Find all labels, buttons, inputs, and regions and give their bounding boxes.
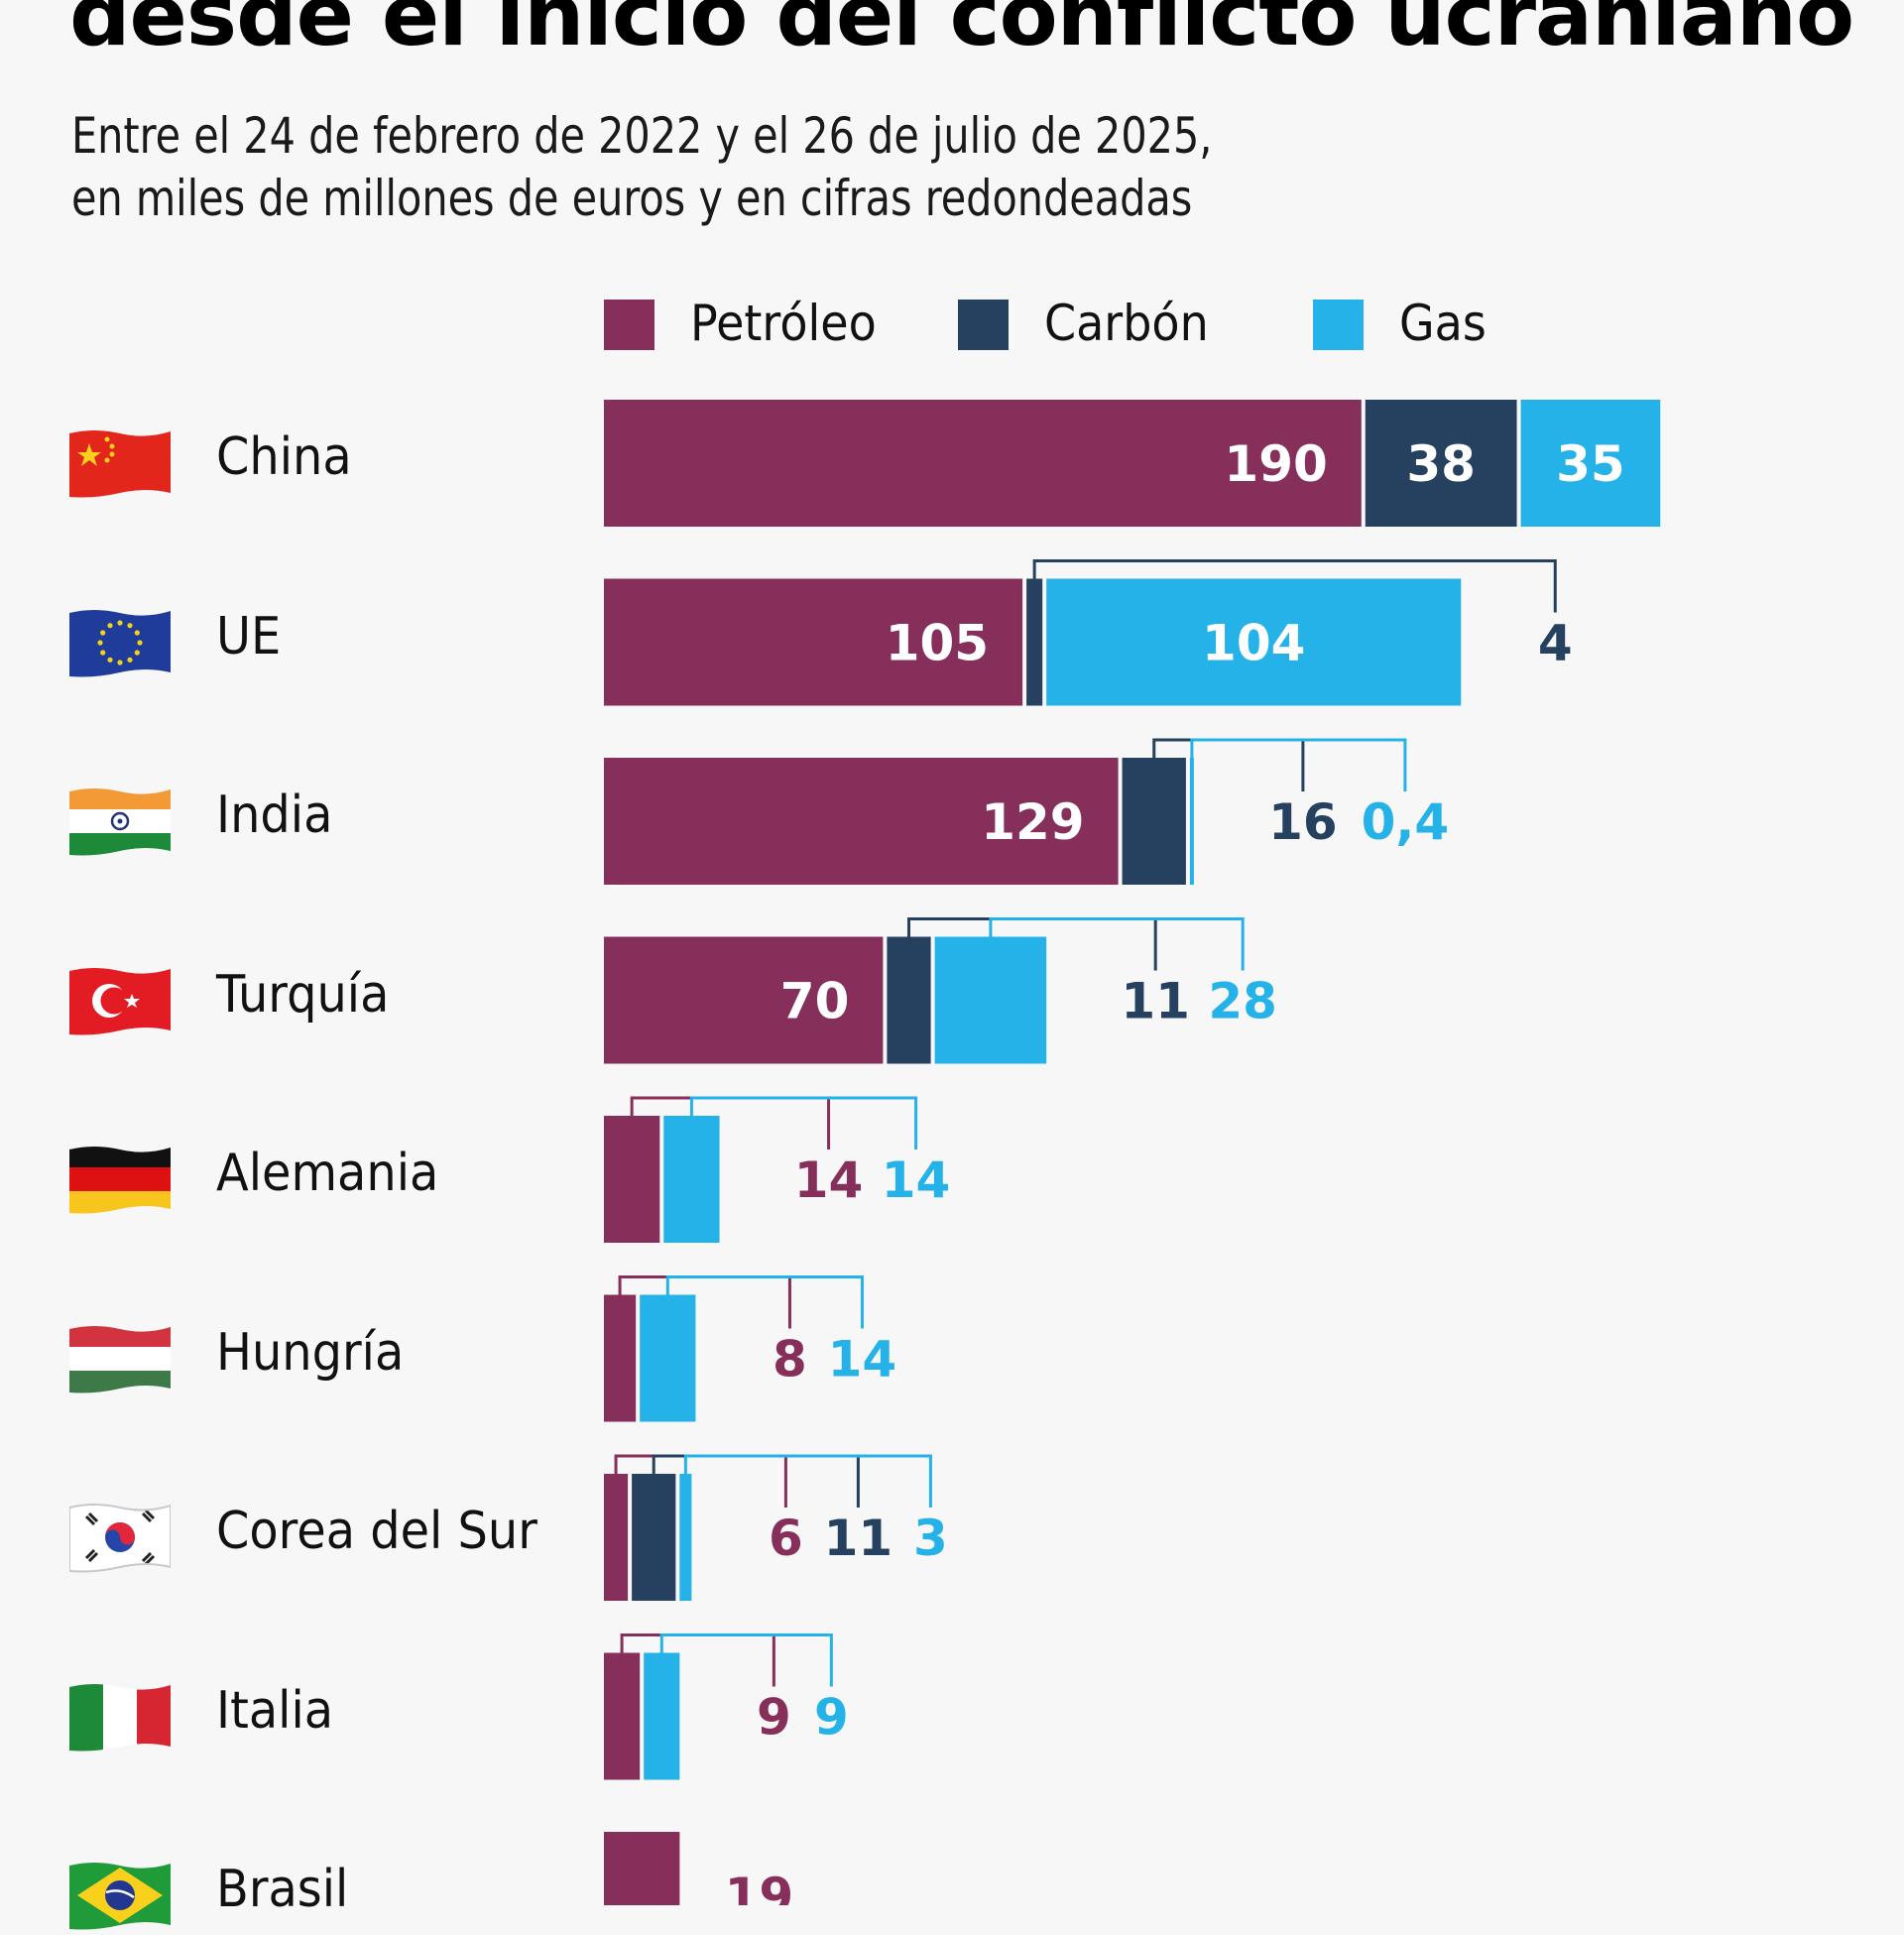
- category-label-corea-del-sur: Corea del Sur: [216, 1502, 537, 1561]
- legend-swatch-coal: [958, 300, 1009, 350]
- value-label-turqu-a-coal: 11: [1121, 973, 1190, 1030]
- flag-italy-icon: [69, 1681, 171, 1753]
- bar-alemania-gas: [663, 1116, 720, 1243]
- value-label-corea-del-sur-coal: 11: [824, 1510, 893, 1567]
- value-label-hungr-a-oil: 8: [773, 1331, 807, 1389]
- bar-ue-gas: [1046, 578, 1462, 706]
- value-label-ue-gas: 104: [1202, 615, 1305, 672]
- value-label-alemania-gas: 14: [882, 1151, 951, 1209]
- leader-line-alemania-gas: [689, 1096, 918, 1149]
- value-label-corea-del-sur-oil: 6: [769, 1510, 803, 1567]
- leader-line-turqu-a-gas: [989, 917, 1245, 971]
- flag-germany-icon: [69, 1144, 171, 1215]
- bar-india-oil: [604, 758, 1119, 885]
- value-label-hungr-a-gas: 14: [828, 1331, 897, 1389]
- chart-title: desde el inicio del conflicto ucraniano: [69, 0, 1854, 65]
- category-label-turqu-a: Turquía: [216, 964, 390, 1025]
- value-label-turqu-a-oil: 70: [780, 973, 850, 1030]
- legend-label-gas: Gas: [1399, 295, 1487, 352]
- value-label-india-gas: 0,4: [1362, 793, 1450, 851]
- flag-india-icon: [69, 786, 171, 857]
- bar-corea-del-sur-gas: [679, 1474, 692, 1601]
- bar-india-coal: [1122, 758, 1186, 885]
- bar-china-oil: [604, 400, 1362, 527]
- bar-alemania-oil: [604, 1116, 660, 1243]
- value-label-india-coal: 16: [1268, 793, 1338, 851]
- value-label-turqu-a-gas: 28: [1208, 973, 1277, 1030]
- bar-hungr-a-oil: [604, 1294, 637, 1422]
- bar-hungr-a-gas: [640, 1294, 696, 1422]
- bar-india-gas: [1189, 758, 1194, 885]
- chart-subtitle: Entre el 24 de febrero de 2022 y el 26 d…: [71, 105, 1212, 230]
- value-label-india-oil: 129: [981, 793, 1084, 851]
- value-label-corea-del-sur-gas: 3: [913, 1510, 948, 1567]
- value-label-italia-gas: 9: [814, 1689, 849, 1747]
- category-label-hungr-a: Hungría: [216, 1322, 405, 1383]
- subtitle-line-2: en miles de millones de euros y en cifra…: [71, 170, 1193, 227]
- bar-corea-del-sur-oil: [604, 1474, 629, 1601]
- bar-china-gas: [1520, 400, 1661, 527]
- category-label-italia: Italia: [216, 1680, 334, 1741]
- leader-line-ue-coal: [1032, 559, 1557, 613]
- legend-swatch-oil: [604, 300, 654, 350]
- bar-corea-del-sur-coal: [632, 1474, 676, 1601]
- flag-turkey-icon: [69, 965, 171, 1036]
- flag-south-korea-icon: [68, 1502, 172, 1573]
- bar-turqu-a-coal: [887, 936, 931, 1064]
- bar-ue-coal: [1026, 578, 1043, 706]
- flag-eu-icon: [69, 607, 171, 678]
- bar-china-coal: [1365, 400, 1517, 527]
- legend-label-coal: Carbón: [1044, 295, 1209, 352]
- value-label-china-gas: 35: [1556, 435, 1625, 493]
- flag-china-icon: [69, 427, 171, 499]
- leader-line-hungr-a-gas: [665, 1275, 864, 1329]
- leader-line-corea-del-sur-gas: [683, 1454, 932, 1508]
- category-label-india: India: [216, 786, 333, 845]
- bar-ue-oil: [604, 578, 1023, 706]
- subtitle-line-1: Entre el 24 de febrero de 2022 y el 26 d…: [71, 107, 1213, 165]
- value-label-brasil-oil: 19: [725, 1868, 794, 1905]
- value-label-china-oil: 190: [1224, 435, 1327, 493]
- bar-brasil-oil: [604, 1832, 680, 1905]
- leader-line-india-gas: [1190, 738, 1407, 791]
- category-label-alemania: Alemania: [216, 1144, 439, 1203]
- value-label-alemania-oil: 14: [794, 1151, 864, 1209]
- flag-hungary-icon: [69, 1323, 171, 1394]
- legend-label-oil: Petróleo: [690, 295, 877, 352]
- legend-swatch-gas: [1313, 300, 1364, 350]
- category-label-ue: UE: [216, 606, 282, 666]
- bar-italia-oil: [604, 1652, 641, 1780]
- leader-line-italia-gas: [659, 1633, 833, 1687]
- leader-line-alemania-oil: [630, 1096, 831, 1149]
- bar-turqu-a-gas: [934, 936, 1047, 1064]
- value-label-ue-coal: 4: [1538, 615, 1573, 672]
- value-label-ue-oil: 105: [886, 615, 989, 672]
- value-label-italia-oil: 9: [757, 1689, 791, 1747]
- bar-turqu-a-oil: [604, 936, 884, 1064]
- value-label-china-coal: 38: [1406, 435, 1476, 493]
- bar-italia-gas: [644, 1652, 680, 1780]
- category-label-china: China: [216, 427, 352, 487]
